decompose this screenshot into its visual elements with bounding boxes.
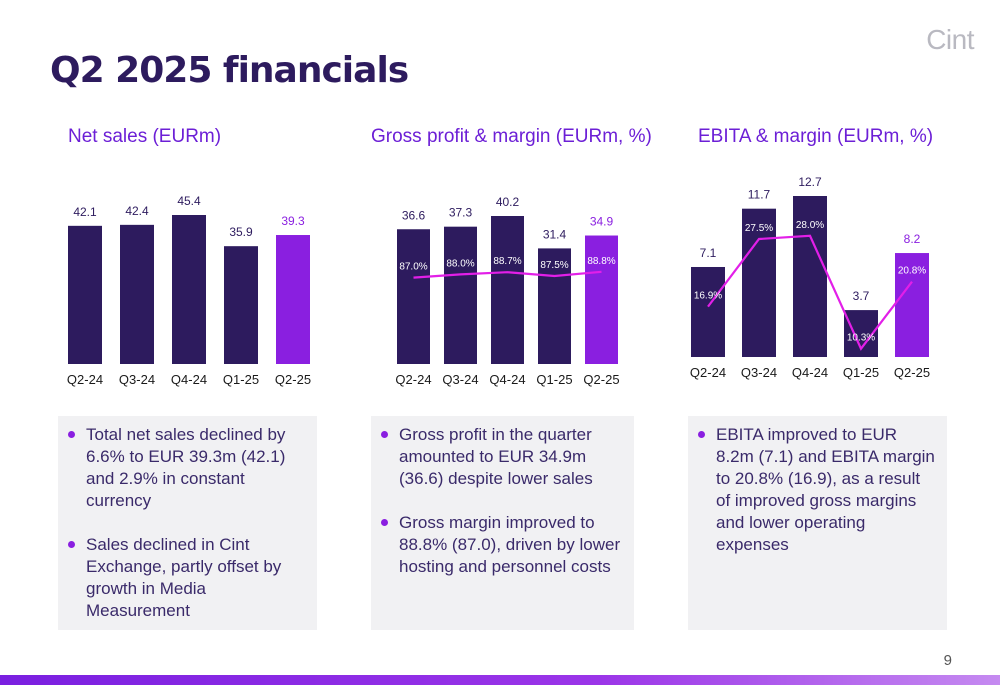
bar xyxy=(224,246,258,364)
footer-accent-bar xyxy=(0,675,1000,685)
margin-line xyxy=(413,270,602,279)
ebita-title: EBITA & margin (EURm, %) xyxy=(698,126,934,147)
gross-profit-bullet: Gross margin improved to 88.8% (87.0), d… xyxy=(381,512,624,578)
net-sales-bullet-list: Total net sales declined by 6.6% to EUR … xyxy=(68,424,307,622)
x-tick-label: Q3-24 xyxy=(442,372,478,387)
bar xyxy=(538,248,571,364)
value-label: 7.1 xyxy=(700,246,717,260)
margin-label: 88.0% xyxy=(446,258,474,269)
bar xyxy=(68,225,102,364)
margin-line xyxy=(707,234,913,351)
margin-label: 27.5% xyxy=(745,223,773,234)
bullet-text: EBITA improved to EUR 8.2m (7.1) and EBI… xyxy=(716,425,935,554)
x-tick-label: Q2-24 xyxy=(395,372,431,387)
x-tick-label: Q1-25 xyxy=(536,372,572,387)
gross-profit-bullet: Gross profit in the quarter amounted to … xyxy=(381,424,624,490)
x-tick-label: Q2-25 xyxy=(583,372,619,387)
value-label: 39.3 xyxy=(281,214,305,228)
bar xyxy=(491,216,524,364)
value-label: 34.9 xyxy=(590,215,614,229)
margin-label: 88.8% xyxy=(587,256,615,267)
bullet-text: Gross profit in the quarter amounted to … xyxy=(399,425,593,488)
value-label: 8.2 xyxy=(904,232,921,246)
bar xyxy=(276,235,310,364)
x-tick-label: Q1-25 xyxy=(223,372,259,387)
value-label: 36.6 xyxy=(402,208,426,222)
bar xyxy=(691,266,725,357)
margin-label: 10.3% xyxy=(847,333,875,344)
x-tick-label: Q3-24 xyxy=(119,372,155,387)
margin-label: 20.8% xyxy=(898,266,926,277)
margin-label: 28.0% xyxy=(796,220,824,231)
bullet-icon xyxy=(381,519,388,526)
bar xyxy=(793,196,827,357)
bullet-icon xyxy=(698,431,705,438)
cint-logo: Cint xyxy=(926,24,974,55)
x-tick-label: Q4-24 xyxy=(792,365,828,380)
bar xyxy=(120,224,154,364)
ebita-commentary: EBITA improved to EUR 8.2m (7.1) and EBI… xyxy=(688,416,947,630)
x-tick-label: Q1-25 xyxy=(843,365,879,380)
value-label: 3.7 xyxy=(853,289,870,303)
bar xyxy=(397,229,430,364)
ebita-chart: 7.1 Q2-24 11.7 Q3-24 12.7 Q4-24 3.7 Q1-25 8.2 Q2-… xyxy=(690,175,930,380)
bullet-text: Gross margin improved to 88.8% (87.0), d… xyxy=(399,513,621,576)
bar xyxy=(444,226,477,364)
bar xyxy=(895,253,929,357)
net-sales-bullet: Total net sales declined by 6.6% to EUR … xyxy=(68,424,307,512)
x-tick-label: Q2-24 xyxy=(67,372,103,387)
x-tick-label: Q4-24 xyxy=(489,372,525,387)
value-label: 12.7 xyxy=(798,175,822,189)
margin-label: 87.0% xyxy=(399,262,427,273)
x-tick-label: Q2-25 xyxy=(275,372,311,387)
net-sales-chart: 42.1 Q2-24 42.4 Q3-24 45.4 Q4-24 35.9 Q1-25 39.3… xyxy=(67,194,311,387)
bullet-text: Sales declined in Cint Exchange, partly … xyxy=(86,535,282,620)
x-tick-label: Q2-25 xyxy=(894,365,930,380)
page-title: Q2 2025 financials xyxy=(50,50,409,91)
margin-label: 16.9% xyxy=(694,291,722,302)
value-label: 42.1 xyxy=(73,205,97,219)
margin-label: 87.5% xyxy=(540,260,568,271)
bullet-icon xyxy=(381,431,388,438)
bullet-icon xyxy=(68,431,75,438)
net-sales-title: Net sales (EURm) xyxy=(68,126,222,147)
bar xyxy=(585,235,618,364)
bullet-icon xyxy=(68,541,75,548)
gross-profit-chart: 36.6 Q2-24 37.3 Q3-24 40.2 Q4-24 31.4 Q1-25 34.9… xyxy=(395,195,619,387)
net-sales-bullet: Sales declined in Cint Exchange, partly … xyxy=(68,534,307,622)
bullet-text: Total net sales declined by 6.6% to EUR … xyxy=(86,425,286,510)
page-number: 9 xyxy=(943,652,952,669)
gross-profit-commentary: Gross profit in the quarter amounted to … xyxy=(371,416,634,630)
x-tick-label: Q3-24 xyxy=(741,365,777,380)
value-label: 40.2 xyxy=(496,195,520,209)
ebita-bullet: EBITA improved to EUR 8.2m (7.1) and EBI… xyxy=(698,424,937,556)
value-label: 42.4 xyxy=(125,204,149,218)
x-tick-label: Q4-24 xyxy=(171,372,207,387)
value-label: 37.3 xyxy=(449,206,473,220)
net-sales-commentary: Total net sales declined by 6.6% to EUR … xyxy=(58,416,317,630)
value-label: 31.4 xyxy=(543,227,567,241)
gross-profit-bullet-list: Gross profit in the quarter amounted to … xyxy=(381,424,624,578)
ebita-bullet-list: EBITA improved to EUR 8.2m (7.1) and EBI… xyxy=(698,424,937,556)
margin-label: 88.7% xyxy=(493,256,521,267)
bar xyxy=(742,208,776,357)
value-label: 11.7 xyxy=(748,188,771,202)
value-label: 45.4 xyxy=(177,194,201,208)
gross-profit-title: Gross profit & margin (EURm, %) xyxy=(371,126,652,147)
bar xyxy=(172,215,206,364)
x-tick-label: Q2-24 xyxy=(690,365,726,380)
value-label: 35.9 xyxy=(229,225,253,239)
